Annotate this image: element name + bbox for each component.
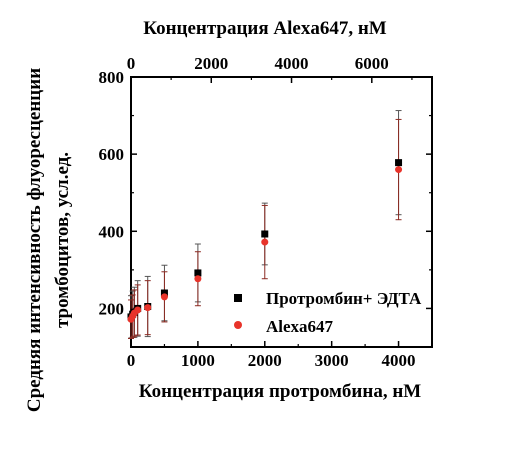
- x2-tick-label-2: 4000: [275, 54, 309, 73]
- data-point-square-7: [261, 230, 269, 238]
- data-point-circle-4: [144, 304, 152, 312]
- data-point-circle-5: [160, 293, 168, 301]
- legend-marker-square: [234, 294, 242, 302]
- x-tick-label-0: 0: [127, 351, 136, 370]
- x2-tick-label-3: 6000: [355, 54, 389, 73]
- data-point-circle-7: [261, 238, 269, 246]
- legend-marker-circle: [234, 321, 242, 329]
- y-tick-label-0: 200: [99, 299, 125, 318]
- legend-label-series-1: Протромбин+ ЭДТА: [266, 289, 422, 308]
- data-point-circle-3: [134, 306, 142, 314]
- x2-tick-label-0: 0: [127, 54, 136, 73]
- data-point-circle-6: [194, 275, 202, 283]
- y-tick-label-3: 800: [99, 68, 125, 87]
- y-tick-label-2: 600: [99, 145, 125, 164]
- bottom-axis-label: Концентрация протромбина, нМ: [139, 381, 421, 402]
- data-point-square-6: [194, 269, 202, 277]
- y-axis-label-line1: Средняя интенсивность флуоресценции: [24, 68, 45, 412]
- legend: Протромбин+ ЭДТА Alexa647: [234, 289, 422, 336]
- data-point-square-8: [395, 159, 403, 167]
- top-axis-label: Концентрация Alexa647, нМ: [143, 18, 387, 39]
- x2-tick-label-1: 2000: [194, 54, 228, 73]
- plot-area: 0 1000 2000 3000 4000 0 2000 4000 6000 200 400 600 8…: [99, 54, 433, 370]
- legend-label-series-2: Alexa647: [266, 317, 334, 336]
- y-axis-label-line2: тромбоцитов, усл.ед.: [52, 152, 73, 328]
- x-tick-label-1: 1000: [181, 351, 215, 370]
- data-point-circle-8: [395, 166, 403, 174]
- plot-frame: [130, 76, 433, 348]
- y-tick-label-1: 400: [99, 222, 125, 241]
- data-point-square-5: [160, 289, 168, 297]
- x-tick-label-4: 4000: [382, 351, 416, 370]
- x-tick-label-2: 2000: [248, 351, 282, 370]
- x-tick-label-3: 3000: [315, 351, 349, 370]
